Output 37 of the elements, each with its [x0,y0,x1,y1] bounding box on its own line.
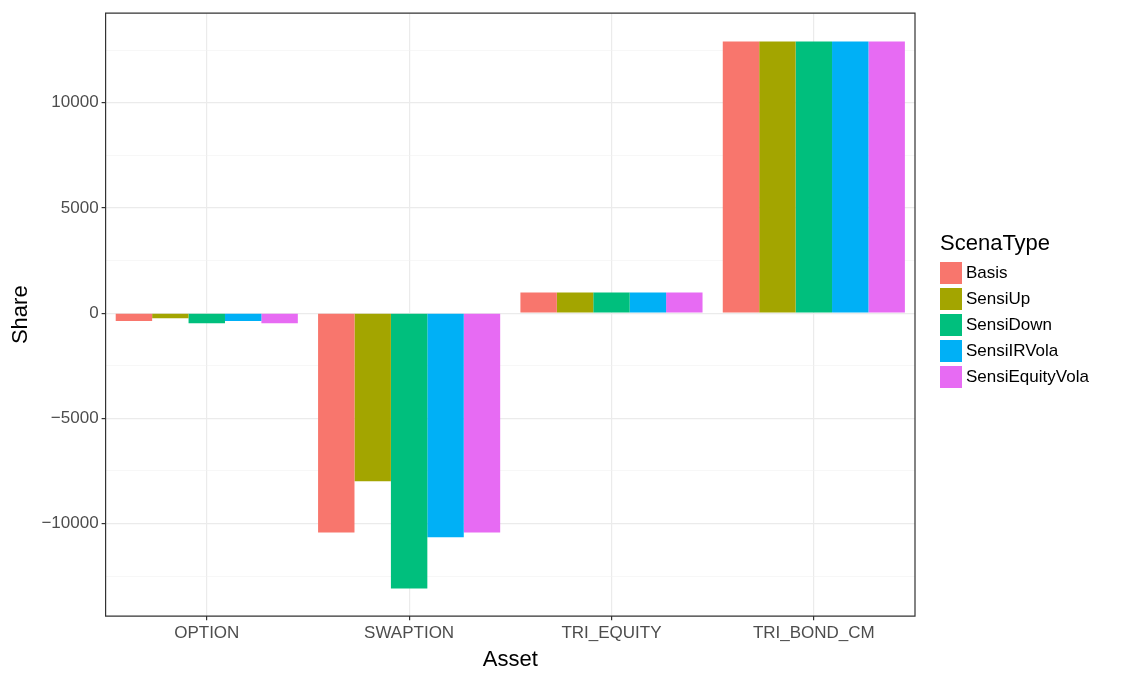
x-tick-label: OPTION [174,623,240,643]
x-tick-label: SWAPTION [364,623,455,643]
bar [593,292,630,313]
bar [390,313,428,589]
y-tick-label: 0 [89,302,99,322]
bar [629,292,667,313]
bar [520,292,557,313]
legend-label: SensiDown [966,315,1052,335]
bar [832,41,869,313]
y-tick-label: −10000 [41,513,99,533]
y-tick-label: 10000 [51,92,99,112]
legend-label: Basis [966,263,1008,283]
bar [152,313,189,319]
bar [556,292,594,313]
legend-title: ScenaType [940,230,1052,256]
legend-label: SensiIRVola [966,341,1059,361]
y-tick-label: −5000 [50,408,99,428]
bar [463,313,501,533]
bar [795,41,833,313]
x-tick-label: TRI_BOND_CM [752,623,875,643]
bar [722,41,760,313]
bar [354,313,391,482]
y-tick-label: 5000 [60,197,99,217]
bar [115,313,153,322]
x-tick-label: TRI_EQUITY [561,623,662,643]
bar [666,292,703,313]
bar [868,41,905,313]
x-axis-title: Asset [482,645,538,671]
bar [188,313,225,324]
legend-label: SensiUp [966,289,1031,309]
bar [224,313,262,321]
bar [261,313,298,324]
legend-label: SensiEquityVola [966,367,1089,387]
y-axis-title: Share [7,285,33,345]
bar [759,41,796,313]
bar [318,313,355,533]
bar [427,313,464,538]
